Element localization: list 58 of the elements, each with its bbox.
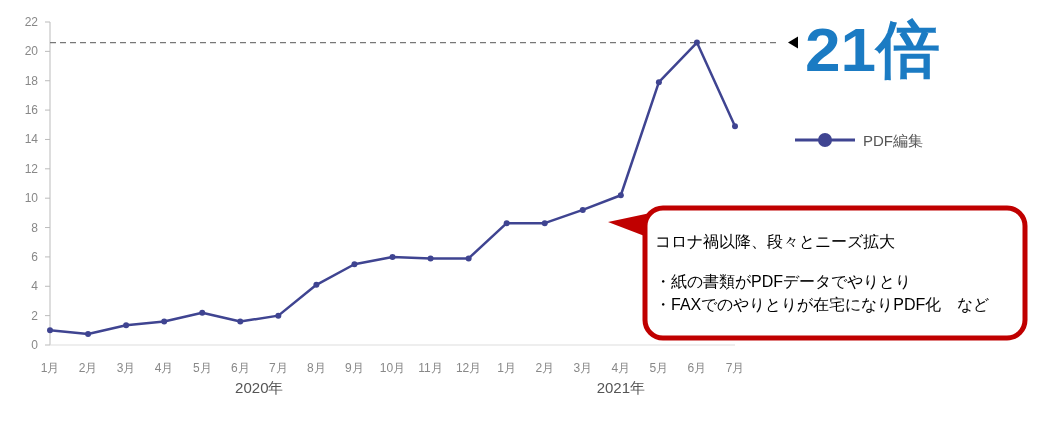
y-tick-label: 14 [24, 132, 39, 147]
text: 2020年 [235, 379, 284, 396]
y-tick-label: 20 [24, 44, 39, 59]
point [427, 255, 434, 262]
point [579, 206, 586, 213]
point [313, 281, 320, 288]
ref-line-label: 21倍 [805, 14, 940, 84]
y-tick-label: 8 [31, 220, 39, 235]
point [503, 220, 510, 227]
x-tick-label: 5月 [192, 361, 212, 375]
point [693, 39, 700, 46]
y-tick-label: 10 [24, 191, 39, 206]
point [655, 79, 662, 86]
annotation: コロナ禍以降、段々とニーズ拡大 [655, 233, 895, 250]
point [47, 327, 53, 334]
x-tick-label: 6月 [230, 361, 250, 375]
x-tick-label: 7月 [725, 361, 745, 375]
x-tick-label: 2月 [535, 361, 555, 375]
point [617, 192, 624, 199]
point [541, 220, 548, 227]
point [389, 253, 396, 260]
x-tick-label: 8月 [307, 361, 326, 375]
y-tick-label: 4 [31, 279, 39, 294]
x-tick-label: 2月 [78, 361, 98, 375]
x-tick-label: 10月 [379, 361, 406, 375]
x-tick-label: 7月 [268, 361, 288, 375]
x-tick-label: 12月 [455, 361, 482, 375]
point [237, 318, 244, 325]
y-tick-label: 0 [31, 338, 39, 352]
y-tick-label: 22 [24, 15, 39, 29]
annotation: ・FAXでのやりとりが在宅になりPDF化 など [655, 296, 990, 313]
point [732, 123, 738, 130]
point [123, 322, 130, 329]
x-tick-label: 9月 [345, 361, 364, 375]
x-tick-label: 3月 [573, 361, 593, 375]
x-tick-label: 4月 [154, 361, 174, 375]
y-tick-label: 16 [24, 103, 39, 118]
point [85, 330, 92, 337]
y-tick-label: 18 [24, 73, 39, 88]
annotation: ・紙の書類がPDFデータでやりとり [655, 273, 911, 290]
legend-item: PDF編集 [795, 132, 923, 149]
x-tick-label: 1月 [497, 361, 517, 375]
text: 2021年 [596, 379, 646, 396]
legend-label: PDF編集 [863, 132, 923, 149]
point [351, 261, 358, 268]
point [199, 309, 206, 316]
point [275, 312, 282, 319]
y-tick-label: 2 [31, 308, 39, 323]
x-tick-label: 6月 [687, 361, 707, 375]
point [161, 318, 168, 325]
x-tick-label: 3月 [116, 361, 136, 375]
x-tick-label: 4月 [611, 361, 631, 375]
y-tick-label: 12 [24, 161, 39, 176]
x-tick-label: 5月 [649, 361, 669, 375]
x-tick-label: 1月 [40, 361, 60, 375]
y-tick-label: 6 [31, 249, 39, 264]
x-tick-label: 11月 [418, 361, 443, 375]
point [465, 255, 472, 262]
